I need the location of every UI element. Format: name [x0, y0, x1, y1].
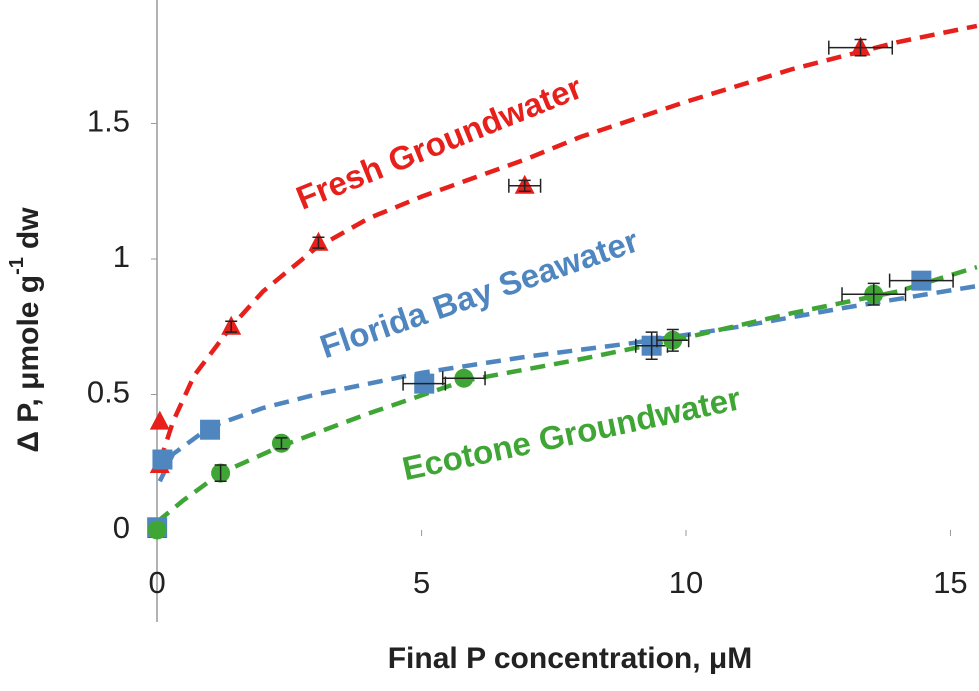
y-error-bar: [867, 282, 880, 306]
marker: [200, 419, 221, 440]
y-tick-label: 1.5: [87, 104, 130, 139]
marker: [147, 520, 167, 540]
y-label-superscript: -1: [6, 257, 28, 275]
x-tick-label: 10: [669, 565, 703, 600]
y-label-suffix: dw: [12, 207, 45, 249]
y-label-text: Δ P, μmole g: [12, 275, 45, 453]
series-label: Florida Bay Seawater: [315, 221, 643, 365]
x-tick-label: 5: [413, 565, 430, 600]
fit-curve: [157, 23, 978, 463]
y-tick-label: 0: [113, 510, 130, 545]
x-error-bar: [402, 376, 447, 391]
y-error-bar: [854, 38, 867, 57]
series-label: Fresh Groundwater: [291, 68, 587, 216]
y-error-bar: [214, 464, 227, 482]
y-axis-label: Δ P, μmole g-1 dw: [6, 207, 45, 453]
series: [157, 283, 978, 483]
y-error-bar: [312, 236, 325, 249]
marker: [152, 449, 173, 470]
series: [157, 23, 978, 463]
x-error-bar: [888, 273, 954, 288]
x-tick-label: 0: [149, 565, 166, 600]
y-error-bar: [518, 179, 531, 192]
y-error-bar: [666, 328, 679, 352]
marker: [149, 410, 170, 430]
series-points: [147, 282, 907, 540]
y-error-bar: [645, 331, 658, 361]
y-error-bar: [275, 437, 288, 450]
fit-curve: [157, 283, 978, 483]
y-tick-label: 1: [113, 239, 130, 274]
y-error-bar: [225, 320, 238, 333]
series-label: Ecotone Groundwater: [399, 379, 744, 487]
x-tick-label: 15: [933, 565, 967, 600]
x-error-bar: [441, 371, 486, 386]
x-axis-label: Final P concentration, μM: [388, 642, 753, 675]
y-tick-label: 0.5: [87, 375, 130, 410]
